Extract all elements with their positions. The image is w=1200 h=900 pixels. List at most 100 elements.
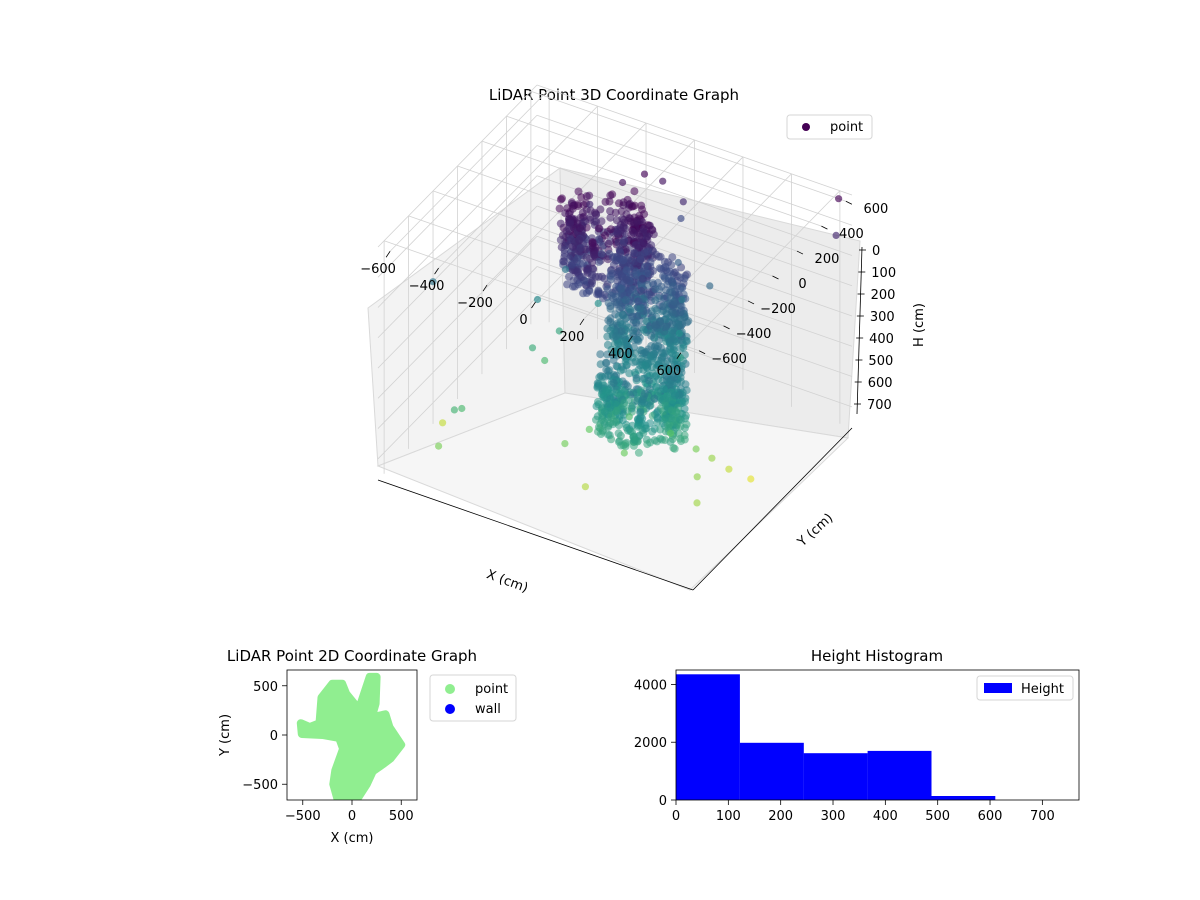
dense-point xyxy=(614,312,623,321)
dense-point xyxy=(609,379,618,387)
dense-point xyxy=(594,224,603,233)
dense-point xyxy=(582,253,591,262)
dense-point xyxy=(622,354,631,362)
dense-point xyxy=(637,286,646,295)
dense-point xyxy=(609,294,618,303)
histogram-bar xyxy=(803,753,868,800)
dense-point xyxy=(636,354,645,363)
scatter-point xyxy=(675,329,684,337)
dense-point xyxy=(657,282,666,291)
dense-point xyxy=(606,266,615,275)
dense-point xyxy=(670,391,679,400)
dense-point xyxy=(604,239,613,248)
y-tick-label-3d: −200 xyxy=(760,302,796,317)
x-tick-mark-3d xyxy=(628,335,633,343)
scatter-point xyxy=(594,299,602,307)
dense-point xyxy=(588,237,597,246)
grid-line-h-side xyxy=(377,266,538,429)
y-axis-label-3d: Y (cm) xyxy=(794,511,836,551)
dense-point xyxy=(635,232,644,241)
x-tick-mark-3d xyxy=(579,318,585,326)
dense-point xyxy=(608,420,617,429)
dense-point xyxy=(639,224,648,233)
chart-histogram: Height Histogram 0 100 200 300 400 500 600 7000… xyxy=(634,647,1080,824)
y-tick-label-2d: 500 xyxy=(253,680,278,695)
scatter-point xyxy=(586,200,594,208)
dense-point xyxy=(669,297,678,306)
scatter-point xyxy=(667,429,675,437)
x-tick-label-histogram: 500 xyxy=(925,809,950,824)
x-tick-label-3d: 600 xyxy=(656,364,681,379)
dense-point xyxy=(579,201,588,209)
dense-point xyxy=(596,350,605,359)
dense-point xyxy=(594,381,603,390)
grid-line-y-floor xyxy=(530,90,847,202)
dense-point xyxy=(588,264,597,273)
dense-point xyxy=(645,401,654,410)
plot-frame-histogram xyxy=(675,669,1080,801)
scatter-point xyxy=(659,177,667,185)
dense-point xyxy=(609,260,618,269)
dense-point xyxy=(617,327,626,336)
dense-point xyxy=(656,425,665,434)
dense-point xyxy=(595,235,604,244)
x-tick-label-3d: −600 xyxy=(360,262,396,277)
x-tick-mark-3d xyxy=(676,352,682,359)
dense-point xyxy=(559,257,568,266)
dense-point xyxy=(673,403,682,412)
grid-line-h-side xyxy=(377,114,538,278)
dense-point xyxy=(613,362,622,371)
x-tick-label-histogram: 200 xyxy=(768,809,793,824)
histogram-bar xyxy=(676,674,740,800)
dense-point xyxy=(641,424,649,433)
y-tick-mark-3d xyxy=(796,250,804,255)
histogram-title: Height Histogram xyxy=(811,647,943,665)
dense-point xyxy=(628,202,637,211)
dense-point xyxy=(612,398,621,407)
dense-point xyxy=(573,219,582,228)
scatter-point xyxy=(533,295,542,304)
dense-point xyxy=(603,340,612,349)
grid-line-h-side xyxy=(377,236,538,399)
y-axis-line-3d xyxy=(692,427,853,591)
dense-point xyxy=(656,252,665,261)
dense-point xyxy=(641,361,650,370)
grid-line-h-back xyxy=(536,84,853,196)
z-tick-label-3d: 300 xyxy=(870,310,895,325)
scatter-point xyxy=(619,178,627,187)
dense-point xyxy=(618,320,627,329)
dense-point xyxy=(629,318,638,327)
dense-point xyxy=(606,318,615,327)
y-tick-label-2d: −500 xyxy=(242,778,278,793)
ticks-histogram: 0 100 200 300 400 500 600 700 0 2000 4000 xyxy=(634,678,1055,824)
dense-point xyxy=(603,332,612,341)
dense-point xyxy=(663,392,672,401)
dense-point xyxy=(593,412,602,421)
dense-point xyxy=(624,396,633,405)
dense-point xyxy=(670,335,679,344)
dense-point xyxy=(633,312,641,320)
grid-line-h-side xyxy=(377,205,538,369)
x-tick-mark-3d xyxy=(385,251,391,258)
grid-line-h-side xyxy=(377,175,538,339)
y-tick-mark-3d xyxy=(723,325,730,330)
dense-point xyxy=(676,415,684,424)
z-tick-label-3d: 100 xyxy=(871,266,896,281)
dense-point xyxy=(618,416,627,425)
dense-point xyxy=(602,359,611,367)
dense-point xyxy=(682,337,691,346)
scatter-point xyxy=(677,214,685,223)
dense-point xyxy=(617,385,626,394)
y-tick-mark-3d xyxy=(772,275,779,280)
dense-point xyxy=(621,442,630,451)
dense-point xyxy=(644,247,652,256)
scatter-point xyxy=(725,465,733,473)
dense-point xyxy=(606,302,615,311)
dense-point xyxy=(627,403,636,412)
scatter-point xyxy=(541,356,549,365)
scatter-point xyxy=(450,406,458,414)
legend-histogram-label: Height xyxy=(1021,682,1064,697)
dense-point xyxy=(635,333,644,342)
dense-point xyxy=(624,323,633,332)
